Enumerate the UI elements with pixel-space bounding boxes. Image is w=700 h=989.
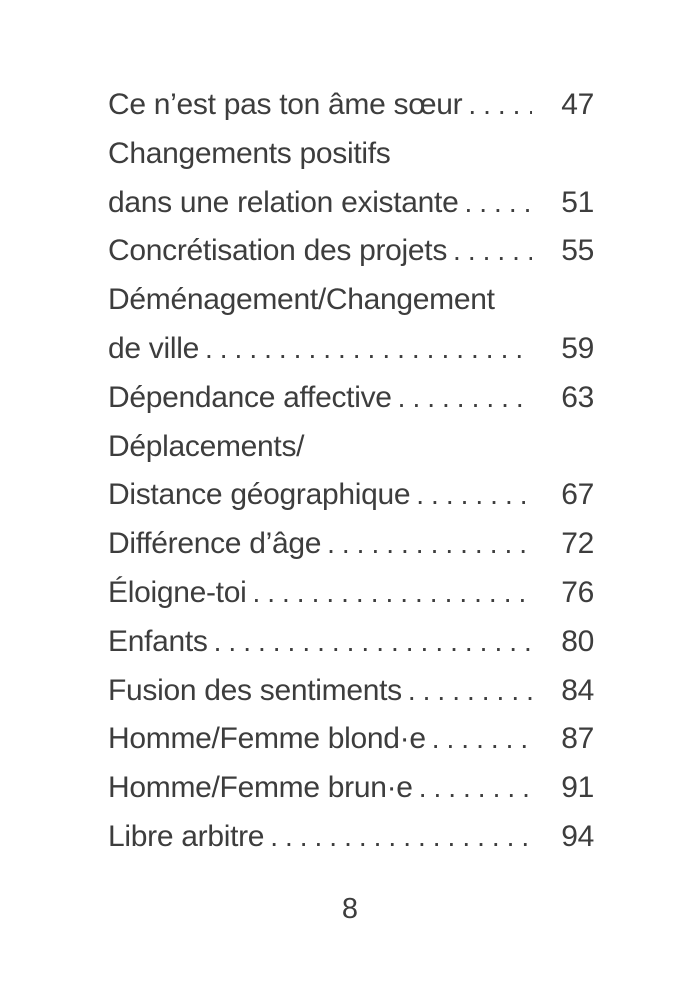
toc-entry-label: Libre arbitre [108,819,265,853]
dot-leader [270,820,532,854]
footer-page-number: 8 [341,893,359,925]
toc-entry-label: Enfants [108,624,208,658]
toc-entry-label: Concrétisation des projets [108,234,448,268]
toc-page-number: 72 [561,527,594,561]
toc-entry-line: Ce n’est pas ton âme sœur 47 [108,88,594,137]
toc-entry-line: Homme/Femme blond·e 87 [108,722,594,771]
toc-entry-line: Changements positifs [108,137,594,186]
toc-page-number: 47 [561,88,594,121]
toc-entry-line: Libre arbitre 94 [108,820,594,869]
dot-leader [432,722,532,756]
toc-page-number: 91 [561,771,594,805]
dot-leader [464,186,532,220]
toc-entry-label: Déménagement/Changement [108,283,495,317]
toc-page-number: 63 [561,380,594,414]
toc-list: Ce n’est pas ton âme sœur 47 Changements p… [108,88,594,869]
toc-entry-label: Homme/Femme blond·e [108,722,426,756]
toc-entry-label: Ce n’est pas ton âme sœur [108,88,463,121]
toc-page-number: 76 [561,575,594,609]
toc-entry-line: Déménagement/Changement [108,283,594,332]
toc-entry-label: Distance géographique [108,478,411,512]
toc-entry-line: dans une relation existante 51 [108,186,594,235]
toc-entry-line: Dépendance affective 63 [108,381,594,430]
toc-page-number: 84 [561,673,594,707]
toc-entry-line: Homme/Femme brun·e 91 [108,771,594,820]
toc-entry-label: Fusion des sentiments [108,673,402,707]
toc-entry-label: Changements positifs [108,136,391,170]
toc-entry-label: Homme/Femme brun·e [108,771,413,805]
dot-leader [419,771,532,805]
toc-entry-line: Éloigne-toi 76 [108,576,594,625]
dot-leader [205,332,532,366]
toc-page-number: 94 [561,819,594,853]
toc-entry-label: Déplacements/ [108,429,305,463]
dot-leader [468,88,532,122]
toc-entry-line: Fusion des sentiments 84 [108,674,594,723]
toc-entry-line: Différence d’âge 72 [108,527,594,576]
toc-page-number: 59 [561,331,594,365]
toc-page-number: 87 [561,722,594,756]
dot-leader [408,674,532,708]
toc-entry-label: Éloigne-toi [108,575,247,609]
toc-entry-label: de ville [108,331,199,365]
toc-entry-label: Dépendance affective [108,380,392,414]
dot-leader [252,576,532,610]
toc-page-number: 51 [561,185,594,219]
dot-leader [327,527,532,561]
toc-entry-line: Enfants 80 [108,625,594,674]
toc-entry-line: Concrétisation des projets 55 [108,234,594,283]
toc-page-number: 55 [561,234,594,268]
toc-entry-line: Distance géographique 67 [108,478,594,527]
dot-leader [416,478,532,512]
dot-leader [214,625,532,659]
toc-entry-label: dans une relation existante [108,185,459,219]
toc-page-number: 80 [561,624,594,658]
toc-entry-label: Différence d’âge [108,527,322,561]
toc-entry-line: de ville 59 [108,332,594,381]
toc-entry-line: Déplacements/ [108,430,594,479]
toc-page-number: 67 [561,478,594,512]
dot-leader [398,381,532,415]
dot-leader [453,234,532,268]
